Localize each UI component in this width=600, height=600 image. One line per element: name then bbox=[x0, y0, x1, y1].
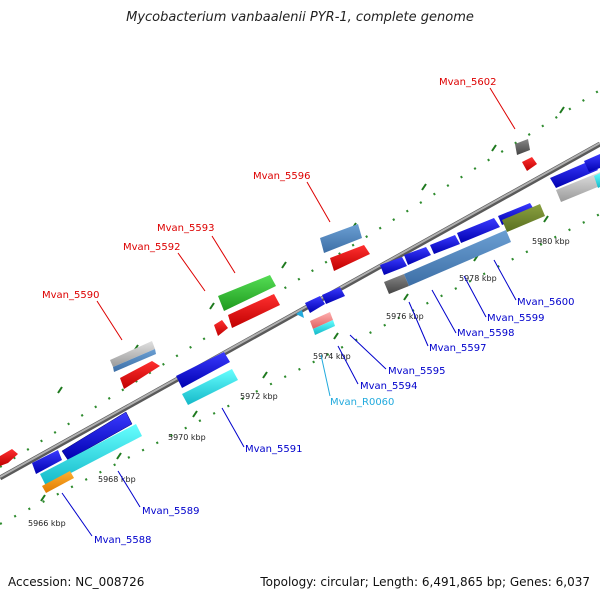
upper-dotted-track bbox=[0, 89, 600, 468]
gene-box-olive bbox=[502, 204, 545, 232]
gene-label: Mvan_5593 bbox=[157, 223, 214, 234]
gene-label: Mvan_5592 bbox=[123, 242, 180, 253]
genome-summary-text: Topology: circular; Length: 6,491,865 bp… bbox=[260, 575, 590, 589]
kbp-label: 5970 kbp bbox=[168, 433, 206, 442]
gene-arrow-blue bbox=[305, 296, 325, 313]
kbp-label: 5980 kbp bbox=[532, 237, 570, 246]
kbp-labels: 5966 kbp 5968 kbp 5970 kbp 5972 kbp 5974… bbox=[28, 237, 570, 528]
gene-box-cyan bbox=[182, 369, 238, 405]
gene-arrow-blue bbox=[584, 154, 600, 172]
gene-box-cyan bbox=[594, 173, 600, 188]
gene-arrow-blue bbox=[61, 411, 133, 461]
gene-arrow-blue bbox=[457, 218, 500, 243]
gene-arrow-blue bbox=[32, 450, 62, 474]
genome-backbone bbox=[0, 141, 600, 481]
label-leaders-cyan bbox=[320, 354, 331, 397]
label-leaders-blue bbox=[61, 259, 517, 537]
minus-strand-genes bbox=[40, 172, 600, 493]
gene-label: Mvan_5602 bbox=[439, 77, 496, 88]
gene-labels-red: Mvan_5590 Mvan_5592 Mvan_5593 Mvan_5596 … bbox=[42, 77, 496, 301]
map-title: Mycobacterium vanbaalenii PYR-1, complet… bbox=[126, 10, 474, 25]
gene-arrow-red bbox=[214, 320, 228, 336]
gene-label: Mvan_5599 bbox=[487, 313, 544, 324]
gene-arrow-red bbox=[228, 294, 280, 328]
kbp-label: 5974 kbp bbox=[313, 352, 351, 361]
gene-label: Mvan_5598 bbox=[457, 328, 514, 339]
gene-arrow-blue bbox=[322, 287, 345, 304]
gene-box-steel bbox=[320, 224, 362, 253]
gene-label: Mvan_5596 bbox=[253, 171, 310, 182]
kbp-tick-marks bbox=[40, 106, 565, 502]
gene-box-cyan bbox=[313, 320, 335, 335]
gene-arrow-red bbox=[522, 157, 537, 171]
gene-box-pink bbox=[310, 312, 333, 329]
gene-arrow-blue bbox=[404, 247, 431, 265]
gene-arrow-red bbox=[120, 361, 160, 389]
gene-arrow-blue bbox=[176, 352, 230, 388]
kbp-label: 5968 kbp bbox=[98, 475, 136, 484]
gene-label: Mvan_5590 bbox=[42, 290, 99, 301]
gene-arrow-green bbox=[218, 275, 276, 311]
gene-box-gray bbox=[110, 341, 155, 367]
kbp-label: 5978 kbp bbox=[459, 274, 497, 283]
gene-label: Mvan_5597 bbox=[429, 343, 486, 354]
gene-label: Mvan_5595 bbox=[388, 366, 445, 377]
gene-label: Mvan_R0060 bbox=[330, 397, 394, 408]
gene-label: Mvan_5591 bbox=[245, 444, 302, 455]
gene-arrow-blue bbox=[430, 235, 460, 254]
gene-box-dark bbox=[515, 139, 530, 155]
gene-arrow-blue bbox=[380, 257, 407, 275]
gene-box-steel bbox=[404, 230, 511, 286]
kbp-label: 5966 kbp bbox=[28, 519, 66, 528]
gene-arrow-red bbox=[330, 245, 370, 271]
gene-arrow-blue bbox=[550, 160, 598, 188]
kbp-label: 5976 kbp bbox=[386, 312, 424, 321]
gene-arrow-red bbox=[0, 449, 18, 466]
gene-box-cyan bbox=[40, 424, 142, 486]
gene-label: Mvan_5589 bbox=[142, 506, 199, 517]
gene-box-steel bbox=[113, 349, 156, 372]
lower-dotted-track bbox=[0, 213, 600, 525]
gene-labels-cyan: Mvan_R0060 bbox=[330, 397, 394, 408]
kbp-label: 5972 kbp bbox=[240, 392, 278, 401]
accession-text: Accession: NC_008726 bbox=[8, 575, 145, 589]
plus-strand-genes bbox=[0, 139, 600, 474]
gene-label: Mvan_5588 bbox=[94, 535, 151, 546]
gene-labels-blue: Mvan_5588 Mvan_5589 Mvan_5591 Mvan_5594 … bbox=[94, 297, 574, 546]
gene-label: Mvan_5600 bbox=[517, 297, 574, 308]
gene-box-gray bbox=[556, 172, 600, 202]
gene-arrow-cyan-small bbox=[296, 310, 304, 318]
gene-label: Mvan_5594 bbox=[360, 381, 417, 392]
gene-box-dark bbox=[384, 274, 409, 294]
gene-box-orange bbox=[42, 471, 74, 493]
label-leaders-red bbox=[96, 87, 516, 341]
